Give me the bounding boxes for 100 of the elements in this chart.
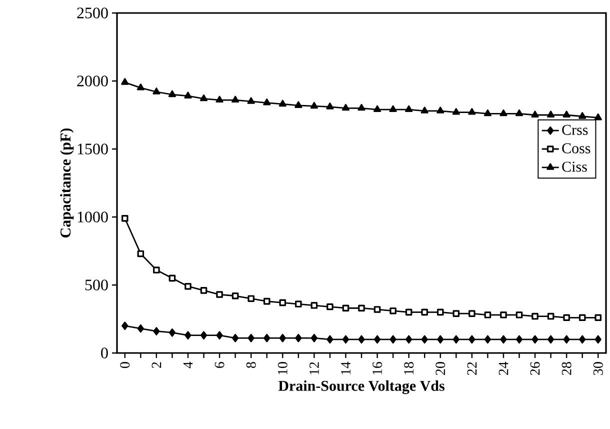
point [232,96,240,103]
x-tick-label: 28 [562,362,572,375]
point [248,334,254,342]
x-tick-label: 24 [498,362,508,375]
point [232,292,239,300]
point [310,334,318,342]
point [452,335,460,344]
point [342,335,350,344]
point [310,102,318,109]
point [484,109,492,116]
point [184,331,192,340]
point [216,331,223,340]
point [374,335,381,344]
point [373,105,382,112]
point [136,84,144,90]
point [310,302,318,309]
point [594,113,602,120]
point [295,300,302,308]
point [468,335,476,344]
point [437,335,444,344]
point [264,334,270,342]
point [279,334,286,342]
point [516,312,523,318]
point [184,282,192,290]
point [547,312,554,320]
x-tick-label: 26 [530,362,540,375]
y-tick-label: 500 [85,280,108,290]
point [405,308,412,316]
point [484,312,492,318]
point [358,304,365,312]
x-tick-label: 20 [436,362,446,375]
x-tick-label: 12 [310,362,319,374]
point [137,324,144,333]
y-tick-label: 0 [101,348,108,358]
point [358,104,366,111]
point [547,335,554,344]
point [578,314,586,322]
point [326,102,334,110]
point [200,287,208,294]
x-tick-label: 18 [404,362,414,374]
legend-label: Ciss [562,162,587,172]
x-tick-label: 10 [278,362,288,374]
point [516,335,523,344]
point [358,335,365,344]
point [421,335,428,344]
y-axis-title: Capacitance (pF) [60,128,74,238]
x-tick-label: 22 [467,362,477,375]
point [420,106,428,114]
x-tick-label: 2 [152,362,162,368]
point [326,335,334,344]
y-tick-label: 2500 [77,8,108,18]
point [390,307,396,314]
point [232,334,239,342]
point [500,109,508,116]
point [452,108,460,115]
point [532,335,538,344]
x-tick-label: 30 [593,362,603,375]
x-tick-label: 14 [341,362,350,374]
point [452,310,460,317]
point [216,96,224,103]
point [263,98,271,106]
point [342,104,350,111]
point [200,331,208,340]
point [168,90,176,98]
point [121,78,129,85]
point [562,110,570,118]
point [342,304,350,312]
point [406,335,412,344]
point [578,112,586,119]
point [546,110,555,118]
point [436,106,444,114]
point [436,308,444,316]
point [200,94,208,102]
point [121,214,128,222]
y-tick-label: 1000 [78,212,108,222]
point [263,298,270,305]
point [168,274,176,282]
point [279,299,286,306]
y-tick-label: 2000 [77,76,108,86]
point [468,108,476,115]
x-axis-title: Drain-Source Voltage Vds [278,380,444,394]
point [594,314,602,322]
point [294,101,302,108]
x-tick-label: 6 [214,362,224,368]
point [295,334,302,342]
point [468,310,476,317]
point [122,322,128,330]
point [594,335,602,344]
point [326,303,334,310]
point [137,250,144,258]
point [247,97,255,104]
point [421,308,428,316]
point [579,335,586,344]
legend-label: Coss [562,143,590,154]
point [153,327,160,336]
point [184,92,192,98]
point [216,291,223,298]
point [484,335,492,344]
point [563,335,570,344]
point [531,110,539,118]
